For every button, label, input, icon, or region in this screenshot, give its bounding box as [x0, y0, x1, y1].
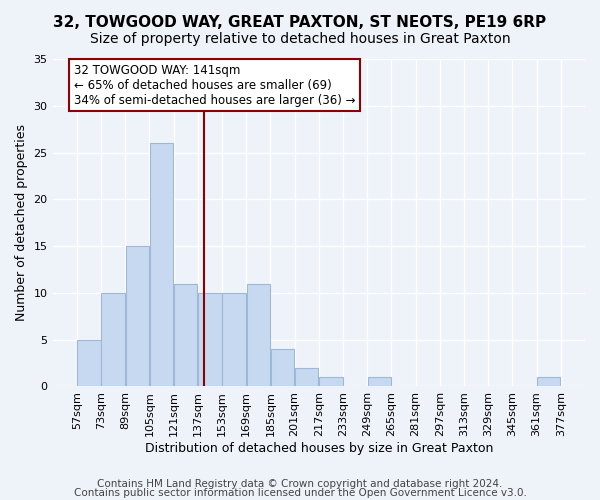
Bar — [295, 368, 319, 386]
X-axis label: Distribution of detached houses by size in Great Paxton: Distribution of detached houses by size … — [145, 442, 493, 455]
Text: Contains public sector information licensed under the Open Government Licence v3: Contains public sector information licen… — [74, 488, 526, 498]
Text: Size of property relative to detached houses in Great Paxton: Size of property relative to detached ho… — [89, 32, 511, 46]
Bar — [125, 246, 149, 386]
Bar — [319, 377, 343, 386]
Text: Contains HM Land Registry data © Crown copyright and database right 2024.: Contains HM Land Registry data © Crown c… — [97, 479, 503, 489]
Bar — [223, 293, 246, 386]
Bar — [174, 284, 197, 387]
Bar — [537, 377, 560, 386]
Bar — [150, 143, 173, 386]
Bar — [77, 340, 101, 386]
Bar — [101, 293, 125, 386]
Text: 32, TOWGOOD WAY, GREAT PAXTON, ST NEOTS, PE19 6RP: 32, TOWGOOD WAY, GREAT PAXTON, ST NEOTS,… — [53, 15, 547, 30]
Text: 32 TOWGOOD WAY: 141sqm
← 65% of detached houses are smaller (69)
34% of semi-det: 32 TOWGOOD WAY: 141sqm ← 65% of detached… — [74, 64, 355, 106]
Bar — [271, 349, 294, 387]
Bar — [247, 284, 270, 387]
Y-axis label: Number of detached properties: Number of detached properties — [15, 124, 28, 321]
Bar — [198, 293, 221, 386]
Bar — [368, 377, 391, 386]
